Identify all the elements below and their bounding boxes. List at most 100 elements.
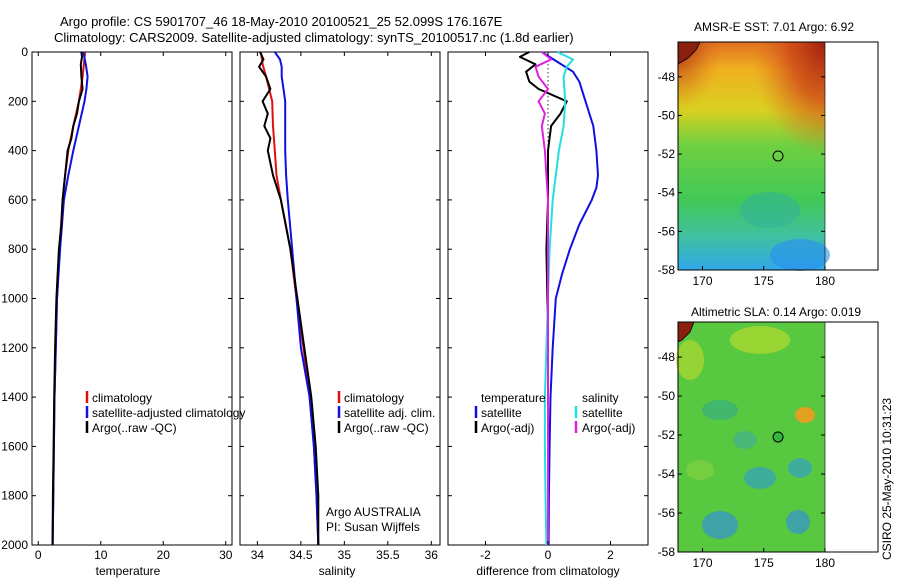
timestamp-label-container: CSIRO 25-May-2010 10:31:23 bbox=[871, 300, 900, 560]
salinity-annotation-pi: PI: Susan Wijffels bbox=[326, 520, 420, 534]
y-tick-label: -54 bbox=[658, 467, 676, 481]
legend-label-argo: Argo(..raw -QC) bbox=[92, 421, 177, 435]
sla-map-panel: Altimetric SLA: 0.14 Argo: 0.019 170 175 1… bbox=[658, 305, 879, 570]
y-tick-label: -58 bbox=[658, 545, 676, 559]
timestamp-svg: CSIRO 25-May-2010 10:31:23 bbox=[880, 398, 894, 560]
y-tick-label: 1200 bbox=[1, 341, 28, 355]
y-tick-label: -52 bbox=[658, 428, 676, 442]
sla-map-title: Altimetric SLA: 0.14 Argo: 0.019 bbox=[691, 305, 861, 319]
sla-map-low-patch bbox=[733, 431, 757, 449]
x-tick-label: 180 bbox=[815, 274, 835, 288]
series-line-salinity_satellite bbox=[543, 51, 574, 546]
x-tick-label: 0 bbox=[545, 548, 552, 562]
sla-float-marker bbox=[772, 431, 784, 443]
y-tick-label: 600 bbox=[8, 193, 28, 207]
y-tick-label: -48 bbox=[658, 350, 676, 364]
sst-map-warm-region-west bbox=[678, 42, 825, 270]
difference-legend: temperature satellite Argo(-adj) salinit… bbox=[474, 391, 635, 435]
legend-label-satellite: satellite-adjusted climatology bbox=[92, 406, 245, 420]
series-line-satellite bbox=[541, 51, 599, 546]
y-tick-label: 1600 bbox=[1, 439, 28, 453]
x-tick-label: 30 bbox=[219, 548, 233, 562]
x-tick-label: 34 bbox=[251, 548, 265, 562]
difference-xlabel: difference from climatology bbox=[476, 564, 619, 578]
legend-label-temp-satellite: satellite bbox=[481, 406, 522, 420]
y-tick-label: -48 bbox=[658, 70, 676, 84]
y-tick-label: -52 bbox=[658, 147, 676, 161]
x-tick-label: 180 bbox=[815, 556, 835, 570]
sst-map-frame bbox=[677, 41, 879, 271]
y-tick-label: 1000 bbox=[1, 292, 28, 306]
sla-map-low-patch bbox=[702, 400, 738, 420]
series-line-climatology bbox=[259, 51, 320, 546]
y-tick-label: 400 bbox=[8, 144, 28, 158]
salinity-axes-frame bbox=[239, 51, 441, 546]
legend-label-argo: Argo(..raw -QC) bbox=[344, 421, 429, 435]
x-tick-label: 35 bbox=[338, 548, 352, 562]
x-tick-label: 175 bbox=[754, 274, 774, 288]
legend-label-sal-argo: Argo(-adj) bbox=[582, 421, 635, 435]
sst-map-title: AMSR-E SST: 7.01 Argo: 6.92 bbox=[694, 20, 854, 34]
y-tick-label: 1400 bbox=[1, 390, 28, 404]
y-tick-label: 2000 bbox=[1, 538, 28, 552]
series-line-salinity_argo bbox=[534, 51, 553, 545]
sla-map-frame bbox=[677, 321, 879, 553]
x-tick-label: 10 bbox=[94, 548, 108, 562]
temperature-axes-frame bbox=[31, 51, 233, 546]
sla-map-anomalies bbox=[676, 326, 815, 539]
sst-float-marker bbox=[772, 150, 784, 162]
sla-map-high-patch bbox=[730, 326, 790, 354]
y-tick-label: -56 bbox=[658, 224, 676, 238]
x-tick-label: 2 bbox=[607, 548, 614, 562]
legend-title-salinity: salinity bbox=[582, 391, 619, 405]
series-line-argo bbox=[518, 51, 568, 545]
header-title-line2: Climatology: CARS2009. Satellite-adjuste… bbox=[54, 30, 574, 45]
sst-map-cold-patch bbox=[770, 239, 830, 271]
legend-label-climatology: climatology bbox=[92, 391, 152, 405]
y-tick-label: 1800 bbox=[1, 489, 28, 503]
x-tick-label: 34.5 bbox=[289, 548, 313, 562]
legend-label-satellite: satellite adj. clim. bbox=[344, 406, 435, 420]
sst-map-cool-patch bbox=[740, 192, 800, 228]
x-tick-label: 36 bbox=[425, 548, 439, 562]
y-tick-label: -50 bbox=[658, 389, 676, 403]
x-tick-label: -2 bbox=[480, 548, 491, 562]
footer-timestamp: CSIRO 25-May-2010 10:31:23 bbox=[880, 398, 894, 560]
salinity-xlabel: salinity bbox=[319, 564, 356, 578]
x-tick-label: 0 bbox=[35, 548, 42, 562]
temperature-legend: climatology satellite-adjusted climatolo… bbox=[85, 391, 245, 435]
sla-map-high-patch bbox=[686, 460, 714, 480]
x-tick-label: 170 bbox=[692, 556, 712, 570]
x-tick-label: 170 bbox=[692, 274, 712, 288]
y-tick-label: -56 bbox=[658, 506, 676, 520]
sla-map-low-patch bbox=[786, 510, 810, 534]
y-tick-label: 200 bbox=[8, 94, 28, 108]
salinity-profile-panel: 34 34.5 35 35.5 36 salinity climatology sate… bbox=[239, 51, 441, 578]
sla-map-low-patch bbox=[702, 511, 738, 539]
series-line-argo bbox=[51, 51, 84, 546]
sla-map-high-patch bbox=[795, 407, 815, 423]
temperature-profile-panel: 0 10 20 30 0 200 400 600 800 1000 1200 1400 1600 180… bbox=[1, 45, 245, 578]
y-tick-label: -54 bbox=[658, 186, 676, 200]
x-tick-label: 20 bbox=[157, 548, 171, 562]
difference-profile-panel: -2 0 2 difference from climatology tempera… bbox=[447, 51, 649, 578]
sla-map-low-patch bbox=[788, 458, 812, 478]
y-tick-label: -50 bbox=[658, 108, 676, 122]
legend-title-temperature: temperature bbox=[481, 391, 546, 405]
salinity-legend: climatology satellite adj. clim. Argo(..… bbox=[337, 391, 435, 435]
legend-label-temp-argo: Argo(-adj) bbox=[481, 421, 534, 435]
series-line-argo bbox=[258, 51, 320, 545]
y-tick-label: 800 bbox=[8, 242, 28, 256]
sst-map-panel: AMSR-E SST: 7.01 Argo: 6.92 170 175 180 -4… bbox=[658, 20, 879, 288]
x-tick-label: 35.5 bbox=[376, 548, 400, 562]
series-line-satellite bbox=[51, 51, 89, 546]
sla-map-low-patch bbox=[744, 467, 776, 489]
legend-label-sal-satellite: satellite bbox=[582, 406, 623, 420]
temperature-xlabel: temperature bbox=[96, 564, 161, 578]
sla-map-high-patch bbox=[676, 340, 704, 380]
salinity-annotation-program: Argo AUSTRALIA bbox=[326, 505, 421, 519]
header-title-line1: Argo profile: CS 5901707_46 18-May-2010 … bbox=[60, 14, 503, 29]
y-tick-label: 0 bbox=[21, 45, 28, 59]
y-tick-label: -58 bbox=[658, 263, 676, 277]
